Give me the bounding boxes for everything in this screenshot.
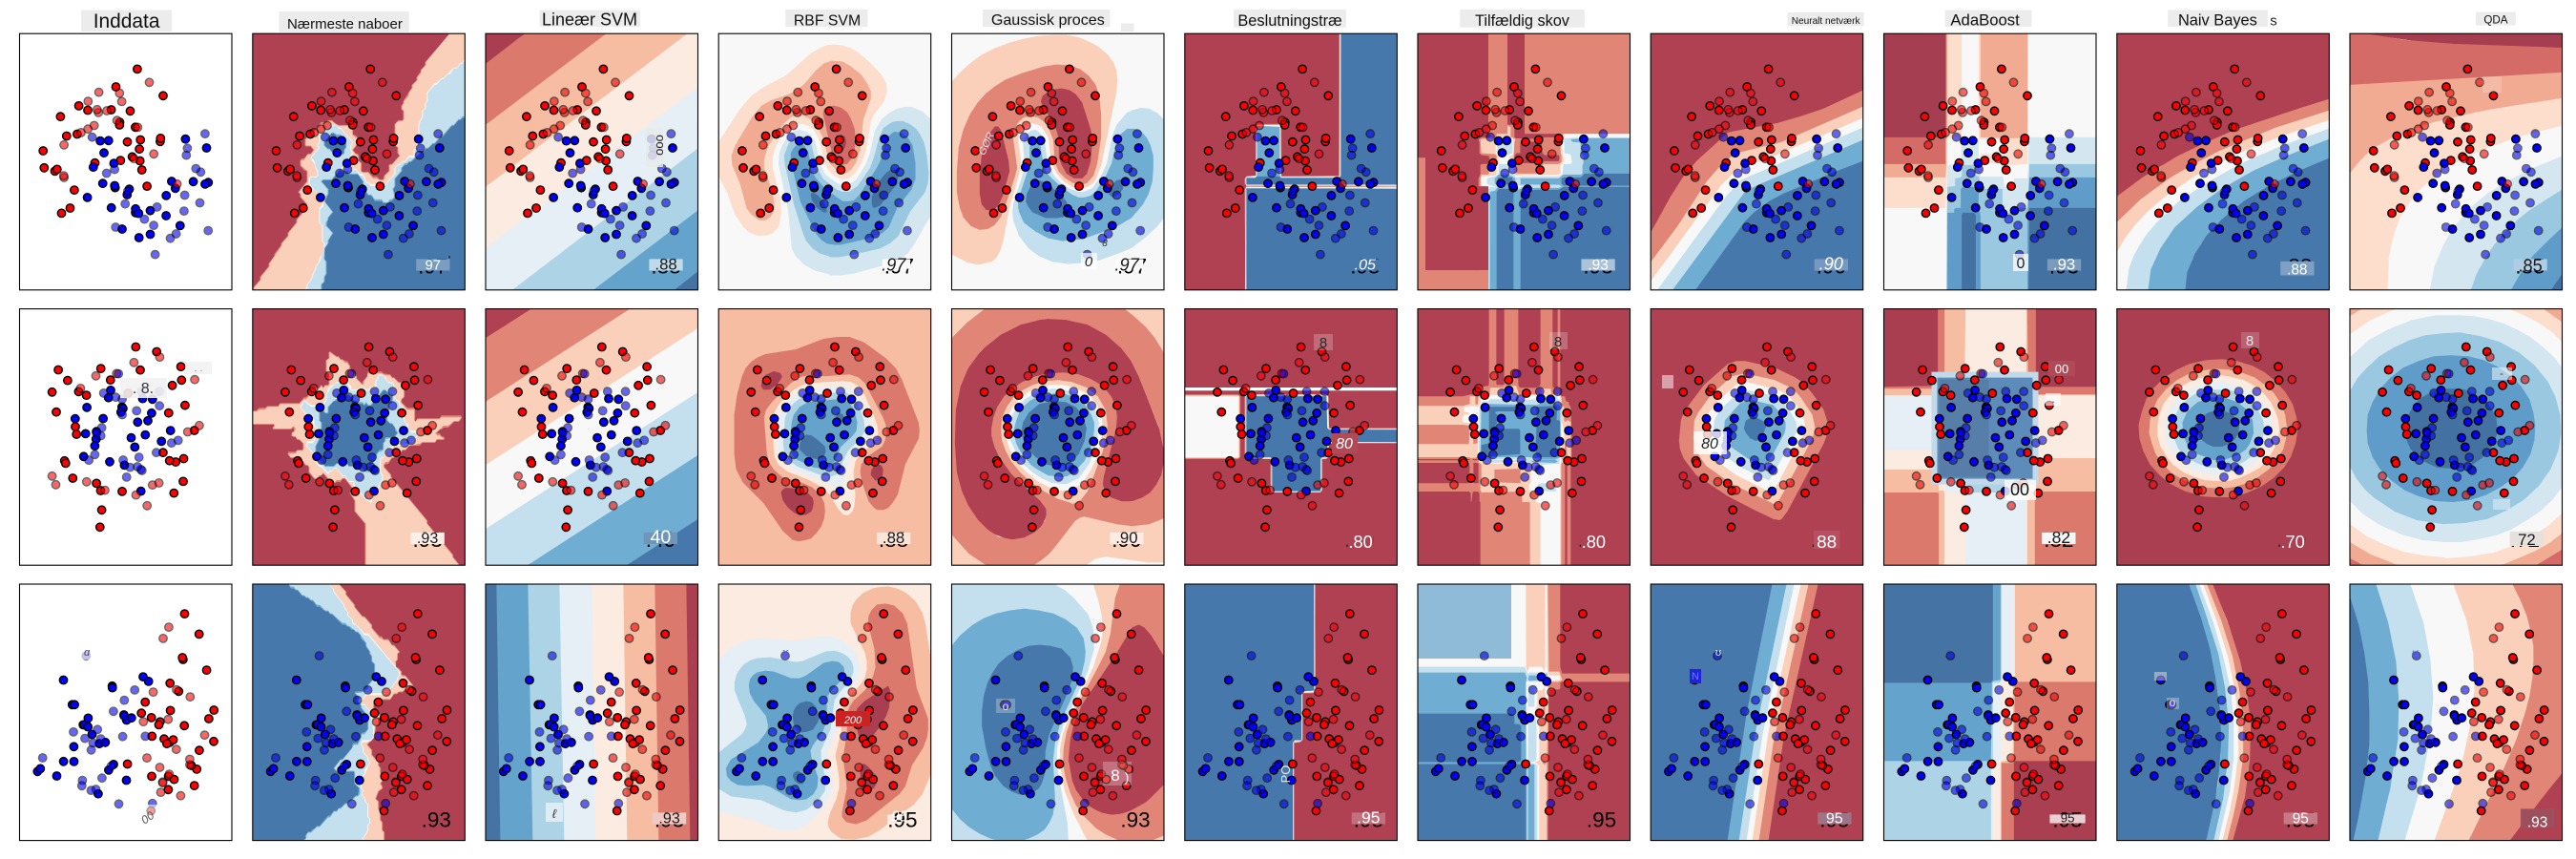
svg-text:-: - bbox=[2500, 367, 2503, 380]
svg-text:0: 0 bbox=[1085, 254, 1093, 270]
svg-text:.93: .93 bbox=[658, 810, 679, 828]
svg-text:.: . bbox=[2051, 391, 2055, 406]
svg-text:.97,: .97, bbox=[882, 256, 910, 275]
svg-text:8: 8 bbox=[1111, 766, 1119, 785]
svg-text:Beslutningstræ: Beslutningstræ bbox=[1237, 12, 1341, 30]
svg-text:97: 97 bbox=[426, 259, 441, 274]
svg-text:s: s bbox=[2270, 12, 2277, 29]
svg-text:': ' bbox=[448, 253, 450, 267]
svg-text:72: 72 bbox=[2518, 531, 2536, 549]
svg-text:.90: .90 bbox=[1819, 255, 1843, 274]
svg-text:.95: .95 bbox=[887, 808, 917, 832]
svg-text:95: 95 bbox=[2061, 811, 2075, 826]
svg-text:Nærmeste naboer: Nærmeste naboer bbox=[287, 16, 403, 32]
svg-text:AdaBoost: AdaBoost bbox=[1950, 10, 2020, 29]
svg-text:8: 8 bbox=[1102, 239, 1108, 249]
svg-text:QDA: QDA bbox=[2483, 14, 2507, 27]
svg-text:.97,: .97, bbox=[1114, 256, 1143, 275]
svg-text:200: 200 bbox=[843, 715, 862, 726]
svg-text:ʊ: ʊ bbox=[1715, 647, 1721, 659]
svg-text:. .: . . bbox=[194, 363, 202, 374]
svg-text:.93: .93 bbox=[422, 808, 451, 832]
svg-text:.88: .88 bbox=[2287, 262, 2307, 279]
svg-text:ʊ: ʊ bbox=[782, 647, 789, 659]
svg-text:.88: .88 bbox=[883, 529, 904, 547]
svg-text:.82: .82 bbox=[2047, 528, 2070, 547]
svg-text:8: 8 bbox=[1554, 334, 1562, 350]
svg-text:.90: .90 bbox=[1115, 529, 1137, 547]
svg-text:.93: .93 bbox=[1120, 808, 1150, 832]
svg-text:Naiv Bayes: Naiv Bayes bbox=[2178, 11, 2257, 29]
svg-text:00: 00 bbox=[2010, 480, 2029, 499]
svg-text:.80: .80 bbox=[1348, 533, 1372, 552]
svg-text:ℓ: ℓ bbox=[552, 807, 557, 821]
svg-text:.70: .70 bbox=[2280, 533, 2304, 552]
svg-text:o: o bbox=[2170, 696, 2176, 709]
svg-text:PO: PO bbox=[1278, 765, 1293, 784]
svg-text:.93: .93 bbox=[417, 530, 438, 547]
svg-text:.88: .88 bbox=[654, 256, 676, 274]
svg-text:.95: .95 bbox=[1357, 808, 1380, 828]
svg-text:80: 80 bbox=[1701, 436, 1718, 452]
svg-text:RBF SVM: RBF SVM bbox=[794, 13, 861, 30]
svg-text:8: 8 bbox=[1319, 335, 1327, 351]
svg-text:0: 0 bbox=[2017, 256, 2025, 272]
svg-text:Neuralt netværk: Neuralt netværk bbox=[1792, 16, 1861, 27]
svg-text:o: o bbox=[1003, 700, 1009, 713]
svg-text:.05: .05 bbox=[1355, 257, 1376, 274]
svg-text:95: 95 bbox=[1826, 810, 1843, 828]
svg-text:Lineær SVM: Lineær SVM bbox=[542, 10, 637, 30]
svg-text:.80: .80 bbox=[1582, 533, 1606, 552]
svg-text:95: 95 bbox=[2293, 811, 2309, 828]
svg-text:00: 00 bbox=[2055, 362, 2068, 376]
svg-text:ooo: ooo bbox=[654, 135, 668, 156]
svg-text:Tilfældig skov: Tilfældig skov bbox=[1475, 12, 1570, 30]
svg-text:N: N bbox=[1692, 671, 1699, 682]
svg-text:Gaussisk proces: Gaussisk proces bbox=[991, 11, 1105, 29]
svg-text:ʊ: ʊ bbox=[2412, 646, 2419, 660]
svg-text:.93: .93 bbox=[1588, 258, 1608, 274]
svg-text:Inddata: Inddata bbox=[93, 10, 160, 32]
svg-text:.85: .85 bbox=[2518, 257, 2542, 276]
svg-text:): ) bbox=[1125, 769, 1130, 785]
svg-text:ɑ: ɑ bbox=[84, 647, 90, 659]
svg-text:80: 80 bbox=[1336, 436, 1353, 452]
svg-text:.93: .93 bbox=[2527, 815, 2547, 831]
svg-text:95: 95 bbox=[891, 809, 908, 826]
svg-text:. 8.: . 8. bbox=[133, 381, 154, 397]
svg-text:.95: .95 bbox=[1587, 808, 1616, 832]
svg-text:88: 88 bbox=[1817, 533, 1837, 553]
svg-text:40: 40 bbox=[651, 527, 672, 548]
svg-text:8: 8 bbox=[2246, 333, 2254, 349]
svg-text:.93: .93 bbox=[2053, 256, 2075, 274]
